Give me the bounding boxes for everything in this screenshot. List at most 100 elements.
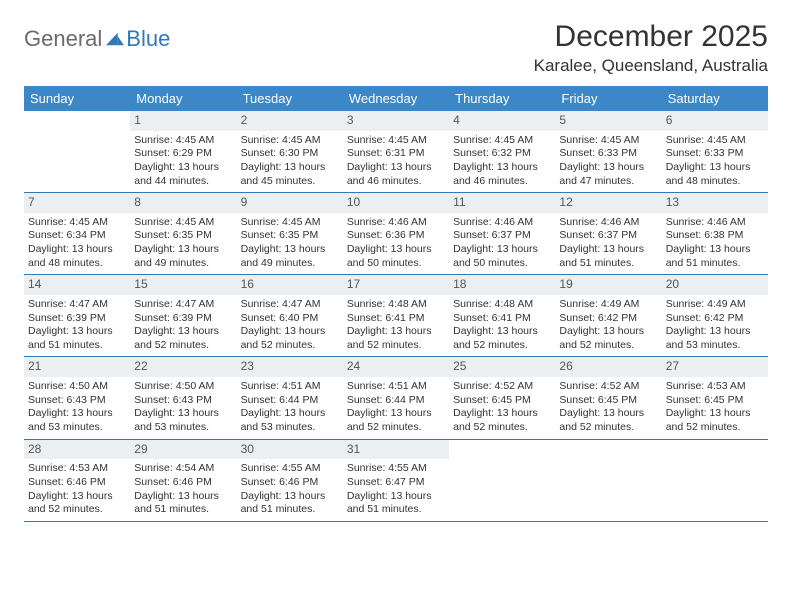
- sunset-text: Sunset: 6:41 PM: [453, 312, 551, 326]
- daylight-text: Daylight: 13 hours and 52 minutes.: [347, 325, 445, 352]
- sunset-text: Sunset: 6:35 PM: [134, 229, 232, 243]
- day-number: 3: [343, 111, 449, 131]
- daylight-text: Daylight: 13 hours and 51 minutes.: [666, 243, 764, 270]
- calendar-cell: 25 Sunrise: 4:52 AMSunset: 6:45 PMDayligh…: [449, 357, 555, 438]
- day-number: 22: [130, 357, 236, 377]
- sunrise-text: Sunrise: 4:48 AM: [347, 298, 445, 312]
- calendar-cell: 14Sunrise: 4:47 AMSunset: 6:39 PMDayligh…: [24, 275, 130, 356]
- calendar-cell: 26Sunrise: 4:52 AMSunset: 6:45 PMDayligh…: [555, 357, 661, 438]
- daylight-text: Daylight: 13 hours and 49 minutes.: [241, 243, 339, 270]
- sunset-text: Sunset: 6:47 PM: [347, 476, 445, 490]
- day-header-row: SundayMondayTuesdayWednesdayThursdayFrid…: [24, 86, 768, 111]
- sunset-text: Sunset: 6:39 PM: [28, 312, 126, 326]
- sunset-text: Sunset: 6:44 PM: [347, 394, 445, 408]
- sunrise-text: Sunrise: 4:55 AM: [347, 462, 445, 476]
- sunrise-text: Sunrise: 4:45 AM: [241, 216, 339, 230]
- sunrise-text: Sunrise: 4:50 AM: [28, 380, 126, 394]
- sunrise-text: Sunrise: 4:51 AM: [241, 380, 339, 394]
- sunset-text: Sunset: 6:43 PM: [134, 394, 232, 408]
- calendar-cell: 22Sunrise: 4:50 AMSunset: 6:43 PMDayligh…: [130, 357, 236, 438]
- day-number: 19: [555, 275, 661, 295]
- sunset-text: Sunset: 6:34 PM: [28, 229, 126, 243]
- sunset-text: Sunset: 6:45 PM: [453, 394, 551, 408]
- sunrise-text: Sunrise: 4:47 AM: [28, 298, 126, 312]
- calendar-cell: .: [555, 440, 661, 521]
- day-number: 25: [449, 357, 555, 377]
- sunrise-text: Sunrise: 4:45 AM: [666, 134, 764, 148]
- day-number: 9: [237, 193, 343, 213]
- day-header: Monday: [130, 86, 236, 111]
- daylight-text: Daylight: 13 hours and 52 minutes.: [453, 407, 551, 434]
- calendar-cell: 13Sunrise: 4:46 AMSunset: 6:38 PMDayligh…: [662, 193, 768, 274]
- calendar-cell: 8Sunrise: 4:45 AMSunset: 6:35 PMDaylight…: [130, 193, 236, 274]
- calendar-cell: 4Sunrise: 4:45 AMSunset: 6:32 PMDaylight…: [449, 111, 555, 192]
- day-number: 21: [24, 357, 130, 377]
- calendar-cell: 30Sunrise: 4:55 AMSunset: 6:46 PMDayligh…: [237, 440, 343, 521]
- sunrise-text: Sunrise: 4:48 AM: [453, 298, 551, 312]
- daylight-text: Daylight: 13 hours and 51 minutes.: [241, 490, 339, 517]
- daylight-text: Daylight: 13 hours and 53 minutes.: [666, 325, 764, 352]
- sunrise-text: Sunrise: 4:46 AM: [666, 216, 764, 230]
- calendar-cell: 28Sunrise: 4:53 AMSunset: 6:46 PMDayligh…: [24, 440, 130, 521]
- week-row: 14Sunrise: 4:47 AMSunset: 6:39 PMDayligh…: [24, 275, 768, 357]
- calendar-cell: 10Sunrise: 4:46 AMSunset: 6:36 PMDayligh…: [343, 193, 449, 274]
- calendar-cell: 17Sunrise: 4:48 AMSunset: 6:41 PMDayligh…: [343, 275, 449, 356]
- calendar-cell: .: [24, 111, 130, 192]
- sunset-text: Sunset: 6:37 PM: [559, 229, 657, 243]
- header: General Blue December 2025 Karalee, Quee…: [24, 20, 768, 76]
- sunset-text: Sunset: 6:41 PM: [347, 312, 445, 326]
- daylight-text: Daylight: 13 hours and 52 minutes.: [559, 407, 657, 434]
- sunrise-text: Sunrise: 4:45 AM: [241, 134, 339, 148]
- calendar-cell: 24Sunrise: 4:51 AMSunset: 6:44 PMDayligh…: [343, 357, 449, 438]
- sunset-text: Sunset: 6:37 PM: [453, 229, 551, 243]
- calendar-cell: 3Sunrise: 4:45 AMSunset: 6:31 PMDaylight…: [343, 111, 449, 192]
- sunrise-text: Sunrise: 4:49 AM: [559, 298, 657, 312]
- calendar-cell: 18Sunrise: 4:48 AMSunset: 6:41 PMDayligh…: [449, 275, 555, 356]
- sunset-text: Sunset: 6:42 PM: [666, 312, 764, 326]
- sunrise-text: Sunrise: 4:51 AM: [347, 380, 445, 394]
- day-header: Friday: [555, 86, 661, 111]
- month-title: December 2025: [534, 20, 768, 54]
- day-number: 4: [449, 111, 555, 131]
- sunrise-text: Sunrise: 4:45 AM: [559, 134, 657, 148]
- sunrise-text: Sunrise: 4:47 AM: [241, 298, 339, 312]
- sunset-text: Sunset: 6:38 PM: [666, 229, 764, 243]
- sunset-text: Sunset: 6:43 PM: [28, 394, 126, 408]
- sunrise-text: Sunrise: 4:47 AM: [134, 298, 232, 312]
- daylight-text: Daylight: 13 hours and 48 minutes.: [28, 243, 126, 270]
- day-header: Sunday: [24, 86, 130, 111]
- daylight-text: Daylight: 13 hours and 51 minutes.: [134, 490, 232, 517]
- sunrise-text: Sunrise: 4:52 AM: [559, 380, 657, 394]
- calendar-cell: 9Sunrise: 4:45 AMSunset: 6:35 PMDaylight…: [237, 193, 343, 274]
- day-number: 5: [555, 111, 661, 131]
- day-number: 18: [449, 275, 555, 295]
- calendar-cell: .: [449, 440, 555, 521]
- sunrise-text: Sunrise: 4:52 AM: [453, 380, 551, 394]
- day-number: 15: [130, 275, 236, 295]
- daylight-text: Daylight: 13 hours and 47 minutes.: [559, 161, 657, 188]
- daylight-text: Daylight: 13 hours and 51 minutes.: [347, 490, 445, 517]
- day-number: 31: [343, 440, 449, 460]
- day-number: 29: [130, 440, 236, 460]
- week-row: 28Sunrise: 4:53 AMSunset: 6:46 PMDayligh…: [24, 440, 768, 522]
- calendar-cell: 7Sunrise: 4:45 AMSunset: 6:34 PMDaylight…: [24, 193, 130, 274]
- sunset-text: Sunset: 6:33 PM: [666, 147, 764, 161]
- daylight-text: Daylight: 13 hours and 52 minutes.: [28, 490, 126, 517]
- sunset-text: Sunset: 6:32 PM: [453, 147, 551, 161]
- sunset-text: Sunset: 6:46 PM: [241, 476, 339, 490]
- day-number: 12: [555, 193, 661, 213]
- daylight-text: Daylight: 13 hours and 49 minutes.: [134, 243, 232, 270]
- sunrise-text: Sunrise: 4:50 AM: [134, 380, 232, 394]
- daylight-text: Daylight: 13 hours and 46 minutes.: [347, 161, 445, 188]
- logo: General Blue: [24, 20, 170, 52]
- daylight-text: Daylight: 13 hours and 50 minutes.: [453, 243, 551, 270]
- daylight-text: Daylight: 13 hours and 52 minutes.: [134, 325, 232, 352]
- calendar-cell: 19Sunrise: 4:49 AMSunset: 6:42 PMDayligh…: [555, 275, 661, 356]
- sunrise-text: Sunrise: 4:45 AM: [453, 134, 551, 148]
- day-header: Thursday: [449, 86, 555, 111]
- calendar-cell: 12Sunrise: 4:46 AMSunset: 6:37 PMDayligh…: [555, 193, 661, 274]
- week-row: .1Sunrise: 4:45 AMSunset: 6:29 PMDayligh…: [24, 111, 768, 193]
- sunset-text: Sunset: 6:44 PM: [241, 394, 339, 408]
- calendar-cell: 20Sunrise: 4:49 AMSunset: 6:42 PMDayligh…: [662, 275, 768, 356]
- calendar-cell: 2Sunrise: 4:45 AMSunset: 6:30 PMDaylight…: [237, 111, 343, 192]
